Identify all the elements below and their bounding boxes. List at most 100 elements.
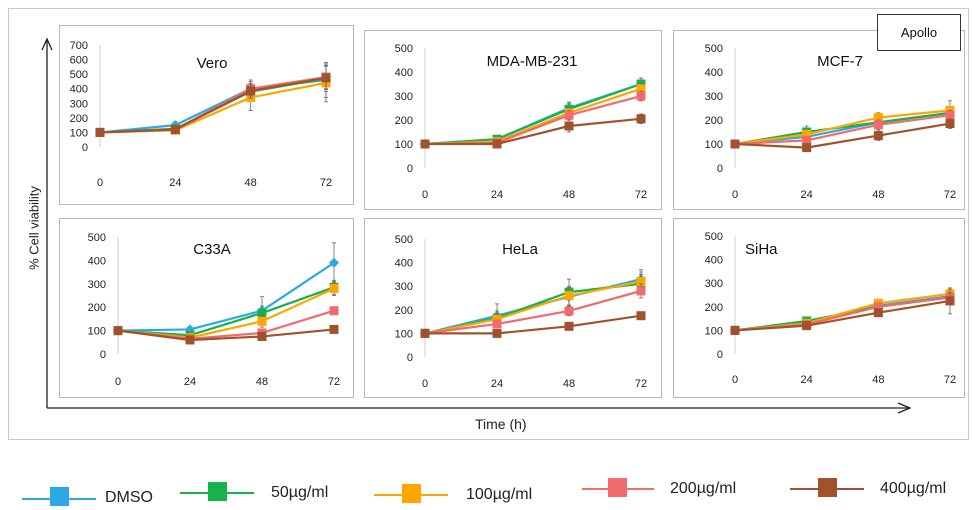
x-tick-label: 0: [422, 378, 428, 390]
data-point: [730, 325, 740, 335]
x-tick-label: 48: [563, 378, 575, 390]
y-tick-label: 300: [395, 281, 413, 293]
series-400: [730, 287, 955, 335]
y-tick-label: 200: [705, 302, 723, 314]
series-line: [734, 114, 951, 146]
data-point: [329, 257, 339, 268]
series-line: [424, 280, 642, 335]
series-line: [99, 77, 327, 134]
y-tick-label: 400: [395, 258, 413, 270]
y-tick-label: 300: [88, 279, 106, 291]
series-line: [425, 314, 642, 335]
series-400: [420, 311, 646, 338]
series-line: [117, 286, 335, 337]
data-point: [802, 321, 812, 331]
series-line: [734, 299, 951, 332]
y-tick-label: 400: [88, 255, 106, 267]
panel-frame-c33a: [59, 218, 354, 398]
series-line: [99, 76, 327, 134]
data-point: [492, 139, 502, 149]
y-tick-label: 0: [100, 349, 106, 361]
x-tick-label: 24: [184, 376, 196, 388]
legend-label: DMSO: [105, 489, 153, 506]
y-tick-label: 300: [705, 91, 723, 103]
x-tick-label: 72: [944, 189, 956, 201]
data-point: [492, 314, 502, 324]
legend-marker: [818, 478, 837, 497]
legend-marker: [402, 484, 421, 503]
panel-title: C33A: [193, 241, 231, 258]
y-tick-label: 200: [395, 305, 413, 317]
data-point: [945, 119, 955, 129]
legend-label: 400µg/ml: [880, 480, 947, 497]
series-line: [424, 289, 642, 335]
chart-panel-vero: Vero 0 100 200 300 400 500 600 700 0 24 48 72: [70, 40, 332, 189]
y-tick-label: 500: [88, 232, 106, 244]
data-point: [636, 276, 646, 286]
y-tick-label: 300: [70, 98, 88, 110]
series-400: [420, 113, 646, 149]
x-tick-label: 72: [635, 189, 647, 201]
x-tick-label: 24: [801, 189, 813, 201]
data-point: [636, 84, 646, 94]
panel-title: MCF-7: [817, 53, 863, 70]
x-tick-label: 0: [97, 177, 103, 189]
legend-marker: [50, 487, 69, 506]
data-point: [873, 308, 883, 318]
data-point: [257, 308, 267, 318]
data-point: [113, 326, 123, 336]
data-point: [95, 127, 105, 137]
y-tick-label: 100: [70, 127, 88, 139]
y-tick-label: 100: [395, 139, 413, 151]
x-tick-label: 48: [245, 177, 257, 189]
x-tick-label: 24: [491, 378, 503, 390]
x-tick-label: 72: [635, 378, 647, 390]
data-point: [246, 86, 256, 96]
series-200: [420, 90, 646, 149]
y-tick-label: 200: [88, 302, 106, 314]
chart-panel-mda-mb-231: MDA-MB-231 0 100 200 300 400 500 0 24 48 72: [395, 43, 647, 201]
series-200: [95, 65, 331, 137]
y-axis-label: % Cell viability: [26, 186, 42, 270]
tag-label: Apollo: [877, 14, 961, 51]
data-point: [945, 296, 955, 306]
legend-label: 200µg/ml: [670, 480, 737, 497]
y-tick-label: 400: [705, 67, 723, 79]
data-point: [564, 110, 574, 120]
panel-frame-hela: [364, 218, 662, 398]
data-point: [802, 143, 812, 153]
legend-marker: [208, 482, 227, 501]
series-line: [424, 94, 642, 146]
data-point: [564, 306, 574, 316]
data-point: [636, 311, 646, 321]
series-100: [95, 63, 331, 137]
series-400: [730, 118, 955, 153]
y-tick-label: 100: [88, 326, 106, 338]
panel-title: MDA-MB-231: [487, 53, 578, 70]
data-point: [636, 114, 646, 124]
series-line: [117, 261, 335, 332]
legend: DMSO 50µg/ml 100µg/ml 200µg/ml 400µg/ml: [0, 454, 975, 510]
data-point: [873, 131, 883, 141]
y-tick-label: 500: [395, 234, 413, 246]
series-400: [113, 324, 339, 345]
series-DMSO: [420, 77, 646, 149]
data-point: [321, 73, 331, 83]
data-point: [802, 135, 812, 145]
series-line: [734, 292, 951, 332]
y-tick-label: 200: [395, 115, 413, 127]
series-line: [734, 122, 951, 149]
x-tick-label: 72: [320, 177, 332, 189]
y-tick-label: 100: [705, 139, 723, 151]
y-tick-label: 200: [705, 115, 723, 127]
chart-panel-c33a: C33A 0 100 200 300 400 500 0 24 48 72: [88, 232, 340, 388]
y-tick-label: 300: [705, 278, 723, 290]
series-line: [117, 328, 335, 342]
x-tick-label: 48: [563, 189, 575, 201]
data-point: [873, 120, 883, 130]
panel-title: SiHa: [745, 241, 778, 258]
y-tick-label: 500: [705, 231, 723, 243]
series-400: [95, 65, 331, 137]
